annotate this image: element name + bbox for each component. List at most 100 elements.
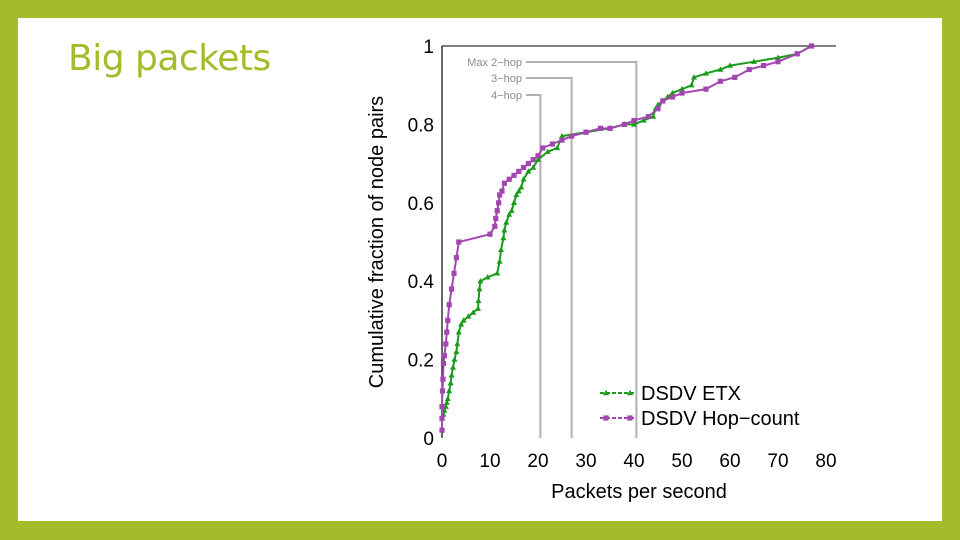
x-tick-label: 70 [767, 451, 788, 472]
data-point-triangle [501, 227, 508, 233]
data-point-triangle [465, 313, 472, 319]
legend-entry: DSDV Hop−count [600, 408, 800, 430]
data-point-triangle [631, 121, 637, 127]
series-line [441, 45, 813, 431]
y-tick-label: 0.6 [408, 194, 434, 215]
data-point-triangle [530, 164, 537, 170]
annotation-label: 3−hop [491, 73, 522, 85]
axes: 0 10 20 30 40 50 60 70 80 0 0.2 0.4 0.6 0.8 1 [408, 37, 837, 472]
data-point-square [530, 157, 536, 163]
data-point-triangle [500, 234, 507, 241]
data-point-square [761, 63, 767, 69]
data-point-square [679, 90, 685, 96]
data-point-triangle [727, 62, 733, 68]
series-dsdv-etx [440, 42, 815, 417]
slide: Big packets [18, 18, 942, 521]
data-point-triangle [650, 113, 657, 119]
data-point-square [499, 188, 505, 194]
data-point-square [809, 43, 815, 49]
y-tick-label: 0 [423, 429, 434, 450]
data-point-square [603, 415, 609, 421]
data-point-triangle [503, 219, 510, 225]
data-point-square [440, 376, 446, 382]
y-tick-label: 0.4 [408, 272, 435, 293]
data-point-square [631, 117, 637, 124]
data-point-triangle [453, 348, 460, 354]
data-point-square [607, 125, 613, 131]
data-point-triangle [525, 168, 532, 174]
data-point-square [703, 86, 709, 92]
data-point-square [717, 78, 723, 84]
data-point-triangle [511, 199, 517, 205]
data-point-square [525, 161, 531, 167]
y-tick-label: 0.2 [408, 351, 434, 372]
data-point-triangle [447, 379, 454, 386]
data-point-square [440, 360, 447, 367]
data-point-square [439, 388, 446, 394]
data-point-triangle [691, 74, 697, 80]
data-point-triangle [703, 70, 709, 76]
data-point-triangle [515, 187, 522, 194]
data-point-triangle [518, 183, 525, 190]
data-point-triangle [669, 89, 676, 96]
data-point-square [660, 98, 666, 104]
data-point-square [441, 353, 447, 359]
data-point-square [496, 200, 502, 206]
data-point-square [516, 168, 522, 175]
annotation-line [526, 77, 573, 438]
series-layer [439, 42, 815, 433]
data-point-square [501, 180, 507, 186]
data-point-triangle [498, 246, 505, 253]
data-point-triangle [444, 395, 451, 401]
annotation-label: Max 2−hop [467, 57, 522, 69]
legend: DSDV ETX DSDV Hop−count [600, 383, 800, 430]
data-point-triangle [775, 54, 781, 60]
data-point-triangle [496, 258, 503, 264]
data-point-square [627, 415, 633, 421]
data-point-triangle [520, 176, 527, 182]
data-point-triangle [476, 285, 483, 292]
data-point-triangle [717, 66, 724, 72]
data-point-triangle [484, 274, 491, 280]
data-point-triangle [450, 364, 457, 370]
legend-label: DSDV ETX [641, 383, 741, 405]
data-point-square [487, 231, 493, 237]
data-point-square [493, 215, 499, 222]
data-point-square [621, 121, 627, 127]
data-point-square [439, 427, 445, 433]
data-point-square [645, 113, 651, 120]
data-point-square [439, 415, 445, 421]
data-point-square [583, 129, 589, 135]
data-point-triangle [475, 297, 482, 303]
data-point-square [446, 302, 452, 308]
x-tick-label: 80 [815, 451, 836, 472]
data-point-square [492, 223, 498, 229]
x-tick-label: 50 [671, 451, 692, 472]
x-tick-label: 20 [527, 451, 548, 472]
data-point-square [497, 192, 503, 198]
annotation-line [526, 94, 542, 438]
x-tick-label: 30 [575, 451, 596, 472]
data-point-triangle [506, 211, 513, 217]
data-point-triangle [460, 317, 467, 323]
x-tick-label: 0 [437, 451, 448, 472]
data-point-triangle [559, 132, 565, 139]
data-point-square [445, 317, 451, 323]
data-point-square [732, 74, 738, 80]
data-point-square [597, 125, 603, 131]
data-point-triangle [535, 156, 541, 162]
data-point-triangle [627, 389, 633, 396]
x-axis-title: Packets per second [551, 481, 727, 503]
data-point-square [443, 341, 449, 347]
data-point-square [456, 239, 462, 245]
data-point-triangle [470, 309, 477, 315]
y-axis-title: Cumulative fraction of node pairs [366, 96, 388, 388]
x-tick-label: 40 [623, 451, 644, 472]
data-point-triangle [494, 270, 501, 276]
data-point-square [444, 329, 450, 335]
annotation-label: 4−hop [491, 90, 522, 102]
data-point-square [506, 176, 512, 182]
data-point-triangle [451, 356, 458, 362]
data-point-square [655, 106, 661, 112]
